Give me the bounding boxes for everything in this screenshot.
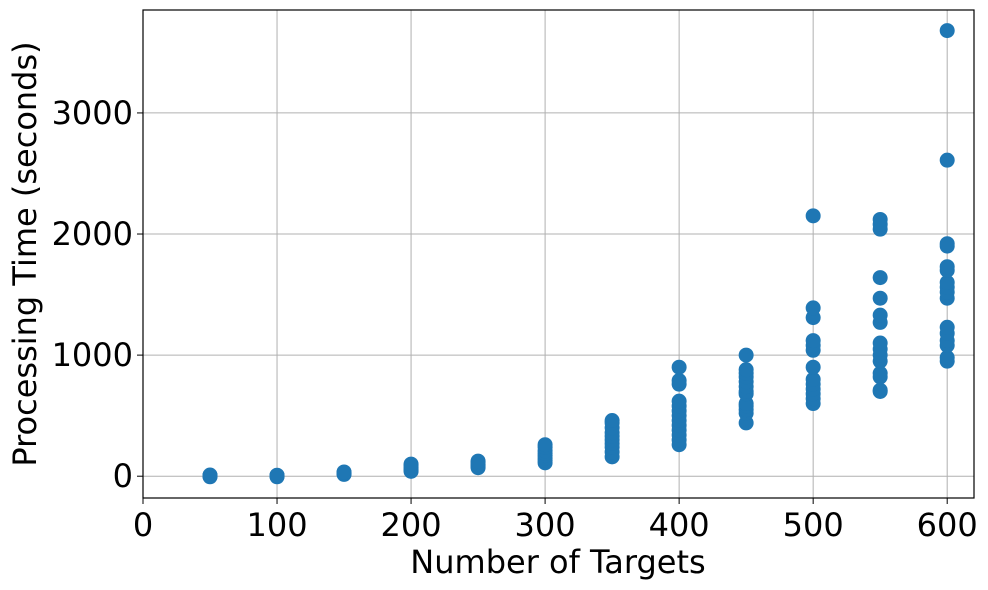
data-point: [805, 208, 821, 224]
data-point: [604, 413, 620, 429]
data-point: [939, 259, 955, 275]
data-points: [202, 23, 955, 485]
data-point: [269, 467, 285, 483]
x-tick-label: 300: [515, 506, 576, 544]
data-point: [872, 307, 888, 323]
data-point: [336, 464, 352, 480]
x-tick-label: 0: [133, 506, 153, 544]
data-point: [202, 467, 218, 483]
data-point: [671, 359, 687, 375]
data-point: [939, 152, 955, 168]
x-tick-label: 100: [246, 506, 307, 544]
data-point: [537, 437, 553, 453]
data-point: [805, 300, 821, 316]
y-axis-label: Processing Time (seconds): [6, 41, 44, 466]
data-point: [805, 371, 821, 387]
data-point: [470, 453, 486, 469]
y-tick-label: 2000: [52, 215, 133, 253]
data-point: [939, 236, 955, 252]
data-point: [738, 362, 754, 378]
data-point: [671, 393, 687, 409]
x-tick-label: 200: [381, 506, 442, 544]
y-tick-label: 1000: [52, 336, 133, 374]
x-tick-label: 600: [917, 506, 978, 544]
grid: [142, 10, 974, 498]
data-point: [872, 365, 888, 381]
data-point: [738, 347, 754, 363]
data-point: [939, 319, 955, 335]
x-axis-label: Number of Targets: [410, 543, 705, 581]
y-tick-label: 0: [113, 457, 133, 495]
data-point: [805, 333, 821, 349]
x-tick-label: 400: [649, 506, 710, 544]
y-axis-ticks: 0 1000 2000 3000: [52, 94, 143, 495]
data-point: [939, 350, 955, 366]
data-point: [403, 456, 419, 472]
plot-frame: [142, 9, 975, 499]
data-point: [872, 270, 888, 286]
x-tick-label: 500: [783, 506, 844, 544]
data-point: [671, 373, 687, 389]
data-point: [872, 290, 888, 306]
data-point: [872, 335, 888, 351]
data-point: [805, 359, 821, 375]
data-point: [872, 211, 888, 227]
x-axis-ticks: 0 100 200 300 400 500 600: [133, 498, 978, 544]
data-point: [872, 382, 888, 398]
data-point: [939, 23, 955, 39]
y-tick-label: 3000: [52, 94, 133, 132]
data-point: [939, 274, 955, 290]
